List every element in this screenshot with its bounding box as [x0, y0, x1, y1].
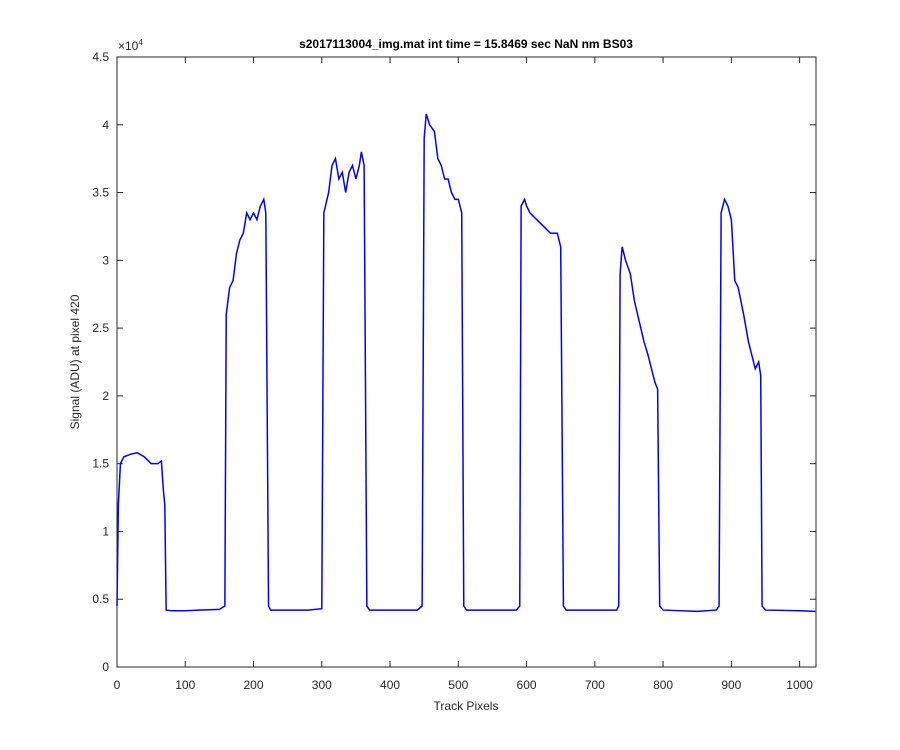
y-tick-label: 0.5	[92, 592, 109, 606]
y-axis-label: Signal (ADU) at pixel 420	[68, 294, 82, 429]
y-tick-label: 2.5	[92, 321, 109, 335]
x-tick-label: 700	[585, 678, 605, 692]
y-tick-label: 1.5	[92, 457, 109, 471]
y-exponent-base: ×10	[118, 39, 139, 53]
plot-box	[116, 56, 817, 668]
x-tick-label: 0	[114, 678, 121, 692]
y-exponent-power: 4	[138, 38, 143, 47]
x-tick-label: 200	[244, 678, 264, 692]
y-tick-label: 3	[102, 253, 109, 267]
signal-line	[116, 113, 816, 613]
x-tick-label: 500	[448, 678, 468, 692]
x-axis-label: Track Pixels	[434, 699, 499, 713]
x-tick-label: 400	[380, 678, 400, 692]
x-tick-label: 800	[653, 678, 673, 692]
y-tick-label: 1	[102, 524, 109, 538]
y-tick-label: 0	[102, 660, 109, 674]
x-tick-label: 100	[175, 678, 195, 692]
x-tick-label: 1000	[786, 678, 813, 692]
y-tick-label: 4	[102, 118, 109, 132]
y-tick-label: 3.5	[92, 186, 109, 200]
x-tick-label: 600	[517, 678, 537, 692]
y-tick-label: 4.5	[92, 50, 109, 64]
x-tick-label: 300	[312, 678, 332, 692]
x-tick-label: 900	[721, 678, 741, 692]
y-tick-label: 2	[102, 389, 109, 403]
chart-title: s2017113004_img.mat int time = 15.8469 s…	[299, 37, 633, 51]
y-exponent: ×104	[118, 38, 143, 53]
